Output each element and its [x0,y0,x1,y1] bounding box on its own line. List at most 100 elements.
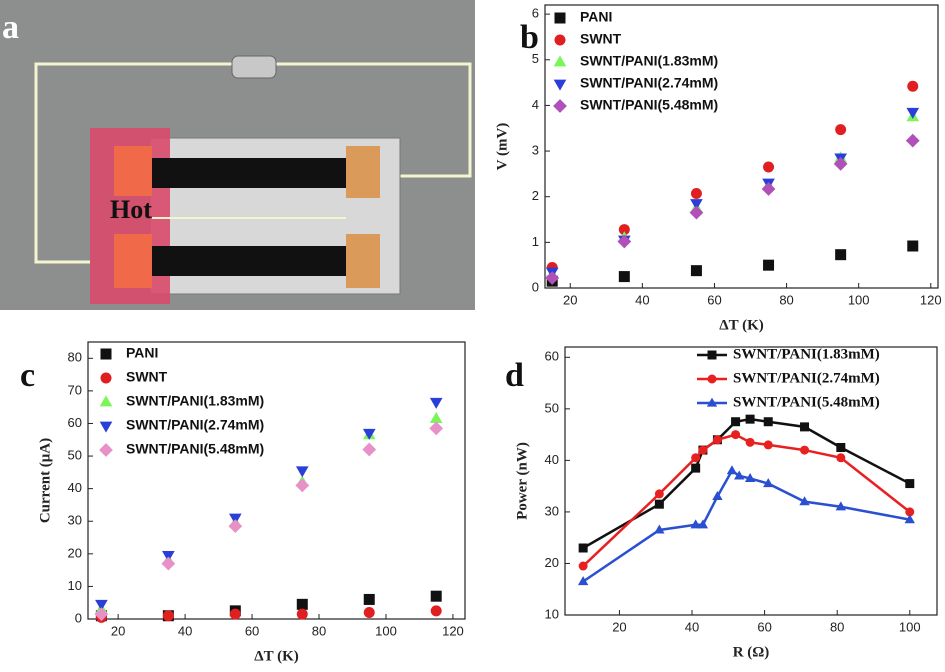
marker [763,161,775,173]
y-tick-label: 60 [68,415,82,430]
marker [362,442,377,457]
hot-label: Hot [110,195,152,224]
marker [94,607,109,621]
x-tick-label: 100 [899,619,921,634]
legend-marker [707,350,717,360]
marker [904,514,915,524]
marker [95,599,108,611]
panel-label: b [520,19,539,56]
y-tick-label: 3 [532,143,539,158]
legend-marker [99,395,113,407]
legend-label: SWNT/PANI(5.48mM) [733,394,880,410]
y-tick-label: 80 [68,350,82,365]
marker [907,240,919,252]
marker [905,479,915,489]
y-tick-label: 2 [532,188,539,203]
marker [429,411,443,423]
electrode [114,146,152,196]
x-tick-label: 80 [830,619,844,634]
panel-label: d [505,357,524,394]
x-axis-title: ΔT (K) [719,317,764,333]
chart-panel: d 20 40 60 80 100 10 20 30 40 50 60 R (Ω) Power (nW) S… [505,346,938,660]
x-tick-label: 60 [707,292,721,307]
legend-marker [99,443,113,457]
marker [690,265,702,277]
marker [799,496,810,506]
x-axis-title: R (Ω) [733,644,770,660]
marker [690,519,701,529]
marker [577,576,589,586]
marker [228,519,243,533]
marker [654,524,665,534]
x-tick-label: 40 [635,292,649,307]
legend-label: SWNT/PANI(2.74mM) [733,370,880,386]
y-tick-label: 20 [68,545,82,560]
legend-marker [553,99,567,113]
marker [363,593,375,605]
marker [618,271,630,283]
y-axis-title: Power (nW) [514,442,530,520]
y-tick-label: 50 [545,400,559,415]
marker [697,519,709,529]
marker [836,453,846,463]
legend-label: SWNT/PANI(2.74mM) [580,75,718,91]
legend-marker [554,34,566,46]
marker [654,489,664,499]
legend-marker [553,55,567,67]
x-tick-label: 40 [178,623,192,638]
y-tick-label: 10 [68,578,82,593]
y-tick-label: 50 [68,447,82,462]
marker [731,430,741,440]
legend-marker [100,348,112,360]
y-tick-label: 6 [532,6,539,21]
legend-marker [554,12,566,24]
y-tick-label: 70 [68,382,82,397]
legend-label: SWNT [580,31,622,47]
marker [731,417,741,427]
x-tick-label: 20 [111,623,125,638]
legend-label: SWNT/PANI(5.48mM) [126,441,264,457]
legend-marker [553,79,567,91]
legend-label: SWNT/PANI(1.83mM) [580,53,718,69]
y-axis-title: V (mV) [494,123,510,171]
film-strip [150,158,360,188]
series-line [582,468,911,583]
legend-label: PANI [126,345,158,361]
marker [295,466,309,478]
marker [712,435,722,445]
marker [907,80,919,92]
x-tick-label: 40 [685,619,699,634]
y-tick-label: 60 [545,349,559,364]
marker [745,437,755,447]
legend-label: SWNT/PANI(2.74mM) [126,417,264,433]
marker [763,259,775,271]
legend-label: SWNT [126,369,168,385]
y-tick-label: 20 [545,555,559,570]
marker [578,561,588,571]
legend-label: SWNT/PANI(1.83mM) [126,393,264,409]
plot-frame [564,346,938,616]
marker [296,608,308,620]
y-axis-title: Current (μA) [37,438,53,523]
marker [545,271,560,285]
marker [296,598,308,610]
legend-label: SWNT/PANI(1.83mM) [733,346,880,362]
y-tick-label: 10 [545,606,559,621]
marker [429,421,444,436]
y-tick-label: 4 [532,97,539,112]
marker [835,501,846,511]
y-tick-label: 30 [545,503,559,518]
x-tick-label: 60 [757,619,771,634]
marker [228,513,242,525]
marker [691,463,701,473]
x-tick-label: 120 [442,623,464,638]
chart-panel: c 20 40 60 80 100 120 0 10 20 30 40 50 60 70 80 ΔT (K) Cu… [20,341,466,664]
marker [800,445,810,455]
marker [905,133,920,148]
marker [362,428,376,440]
x-tick-label: 100 [375,623,397,638]
electrode [114,234,152,288]
marker [744,473,756,483]
electrode [346,146,380,198]
marker [761,182,776,196]
